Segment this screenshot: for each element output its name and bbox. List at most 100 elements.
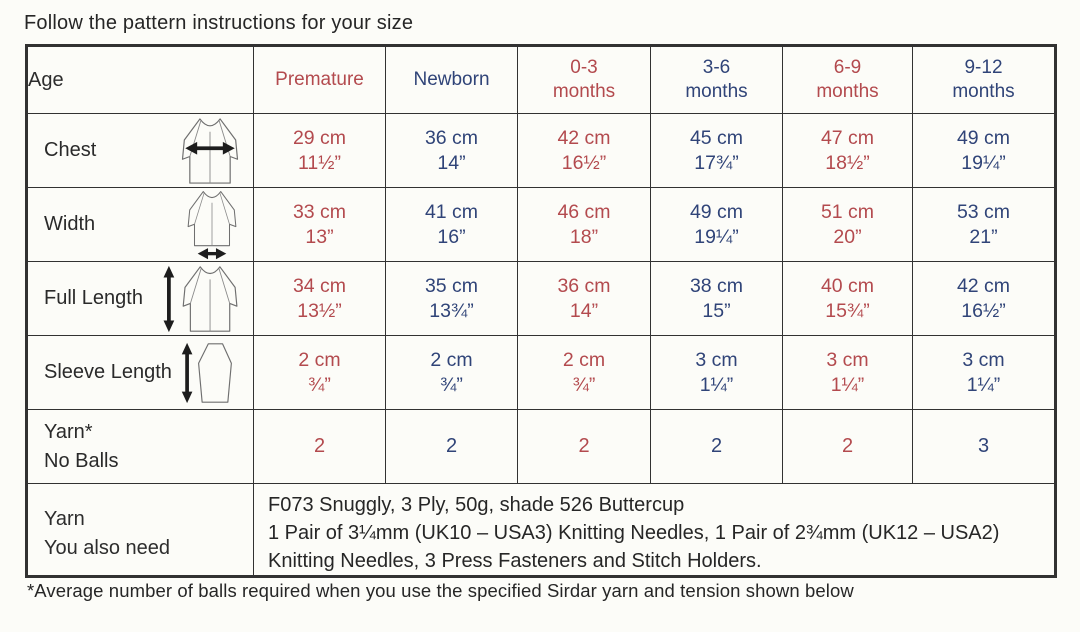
table-row-yarn-balls: Yarn* No Balls 2 2 2 2 2 3 xyxy=(26,409,1056,484)
balls-count: 3 xyxy=(977,435,990,457)
width-value-premature: 33 cm 13” xyxy=(253,187,386,262)
full-length-value-premature: 34 cm 13½” xyxy=(253,261,386,336)
col-header-label2: months xyxy=(685,81,748,102)
cm-value: 51 cm xyxy=(820,201,875,223)
chest-sweater-icon xyxy=(177,117,243,185)
cm-value: 35 cm xyxy=(424,275,479,297)
balls-value-3-6: 2 xyxy=(650,409,783,484)
cm-value: 33 cm xyxy=(292,201,347,223)
cm-value: 46 cm xyxy=(557,201,611,223)
chest-value-0-3: 42 cm 16½” xyxy=(517,113,651,188)
sleeve-length-label-cell: Sleeve Length xyxy=(26,335,254,410)
full-length-label-cell: Full Length xyxy=(26,261,254,336)
width-value-newborn: 41 cm 16” xyxy=(385,187,518,262)
balls-value-newborn: 2 xyxy=(385,409,518,484)
cm-value: 49 cm xyxy=(956,127,1011,149)
full-length-value-0-3: 36 cm 14” xyxy=(517,261,651,336)
inch-value: 16½” xyxy=(561,152,607,174)
sleeve-value-premature: 2 cm ¾” xyxy=(253,335,386,410)
cm-value: 3 cm xyxy=(826,349,869,371)
inch-value: 17¾” xyxy=(694,152,739,174)
cm-value: 49 cm xyxy=(689,201,744,223)
chest-value-newborn: 36 cm 14” xyxy=(385,113,518,188)
sleeve-icon xyxy=(179,342,243,404)
col-header-premature: Premature xyxy=(253,45,386,114)
inch-value: 16” xyxy=(437,226,466,248)
inch-value: 11½” xyxy=(298,152,341,174)
table-row-yarn-info: Yarn You also need F073 Snuggly, 3 Ply, … xyxy=(26,483,1056,577)
inch-value: 14” xyxy=(569,300,599,322)
footnote: *Average number of balls required when y… xyxy=(27,580,854,601)
col-header-3-6-months: 3-6 months xyxy=(650,45,783,114)
inch-value: 14” xyxy=(437,152,466,174)
col-header-label: Newborn xyxy=(413,69,490,90)
width-sweater-icon xyxy=(181,190,243,260)
width-value-9-12: 53 cm 21” xyxy=(912,187,1056,262)
table-row-width: Width 33 cm 13” 41 cm 16” 46 cm 18” 49 cm 19… xyxy=(26,187,1056,262)
balls-count: 2 xyxy=(841,435,854,457)
table-header-row: Age Premature Newborn 0-3 months 3-6 month… xyxy=(26,45,1056,114)
yarn-balls-label-line1: Yarn* xyxy=(44,420,93,443)
balls-count: 2 xyxy=(710,435,723,457)
cm-value: 42 cm xyxy=(557,127,611,149)
page-title: Follow the pattern instructions for your… xyxy=(24,12,414,34)
inch-value: 13” xyxy=(305,226,334,248)
inch-value: 13¾” xyxy=(429,300,474,322)
balls-count: 2 xyxy=(313,435,326,457)
yarn-info-label-line2: You also need xyxy=(44,536,171,559)
inch-value: 19¼” xyxy=(961,152,1006,174)
inch-value: 1¼” xyxy=(966,374,1001,396)
row-label: Width xyxy=(44,213,96,235)
inch-value: ¾” xyxy=(308,374,331,396)
yarn-balls-label-cell: Yarn* No Balls xyxy=(26,409,254,484)
full-length-value-6-9: 40 cm 15¾” xyxy=(782,261,913,336)
balls-count: 2 xyxy=(578,435,590,457)
col-header-9-12-months: 9-12 months xyxy=(912,45,1056,114)
row-label: Full Length xyxy=(44,287,143,309)
table-row-chest: Chest 29 cm 11½” 36 cm 14” 42 cm 16½” 45 cm… xyxy=(26,113,1056,188)
chest-value-3-6: 45 cm 17¾” xyxy=(650,113,783,188)
row-label: Yarn* No Balls xyxy=(44,418,118,476)
cm-value: 42 cm xyxy=(956,275,1011,297)
balls-value-6-9: 2 xyxy=(782,409,913,484)
cm-value: 40 cm xyxy=(820,275,875,297)
width-value-3-6: 49 cm 19¼” xyxy=(650,187,783,262)
col-header-label: 3-6 xyxy=(702,57,731,78)
cm-value: 2 cm xyxy=(562,349,606,371)
cm-value: 3 cm xyxy=(695,349,738,371)
full-length-value-3-6: 38 cm 15” xyxy=(650,261,783,336)
width-value-0-3: 46 cm 18” xyxy=(517,187,651,262)
inch-value: 15” xyxy=(702,300,731,322)
inch-value: ¾” xyxy=(440,374,463,396)
cm-value: 53 cm xyxy=(956,201,1011,223)
col-header-label2: months xyxy=(552,81,616,102)
col-header-label: 0-3 xyxy=(570,57,598,78)
yarn-info-line1: F073 Snuggly, 3 Ply, 50g, shade 526 Butt… xyxy=(268,494,685,516)
cm-value: 38 cm xyxy=(689,275,744,297)
row-label: Sleeve Length xyxy=(44,361,172,383)
inch-value: 18½” xyxy=(825,152,870,174)
full-length-value-9-12: 42 cm 16½” xyxy=(912,261,1056,336)
col-header-label2: months xyxy=(816,81,879,102)
table-row-full-length: Full Length 34 cm 13½” 35 cm 13¾” 36 cm 14” xyxy=(26,261,1056,336)
col-header-label: 9-12 xyxy=(964,57,1003,78)
col-header-label: Premature xyxy=(275,69,364,90)
yarn-info-line3: Knitting Needles, 3 Press Fasteners and … xyxy=(268,550,762,572)
col-header-newborn: Newborn xyxy=(385,45,518,114)
cm-value: 36 cm xyxy=(557,275,611,297)
balls-value-0-3: 2 xyxy=(517,409,651,484)
cm-value: 3 cm xyxy=(962,349,1005,371)
balls-value-premature: 2 xyxy=(253,409,386,484)
sleeve-value-newborn: 2 cm ¾” xyxy=(385,335,518,410)
cm-value: 34 cm xyxy=(292,275,347,297)
inch-value: 18” xyxy=(569,226,599,248)
yarn-balls-label-line2: No Balls xyxy=(44,449,119,472)
inch-value: 1¼” xyxy=(699,374,734,396)
chest-value-premature: 29 cm 11½” xyxy=(253,113,386,188)
yarn-info-label-cell: Yarn You also need xyxy=(26,483,254,577)
full-length-value-newborn: 35 cm 13¾” xyxy=(385,261,518,336)
yarn-info-cell: F073 Snuggly, 3 Ply, 50g, shade 526 Butt… xyxy=(253,483,1056,577)
full-length-sweater-icon xyxy=(161,265,243,333)
cm-value: 2 cm xyxy=(430,349,473,371)
inch-value: 1¼” xyxy=(830,374,865,396)
